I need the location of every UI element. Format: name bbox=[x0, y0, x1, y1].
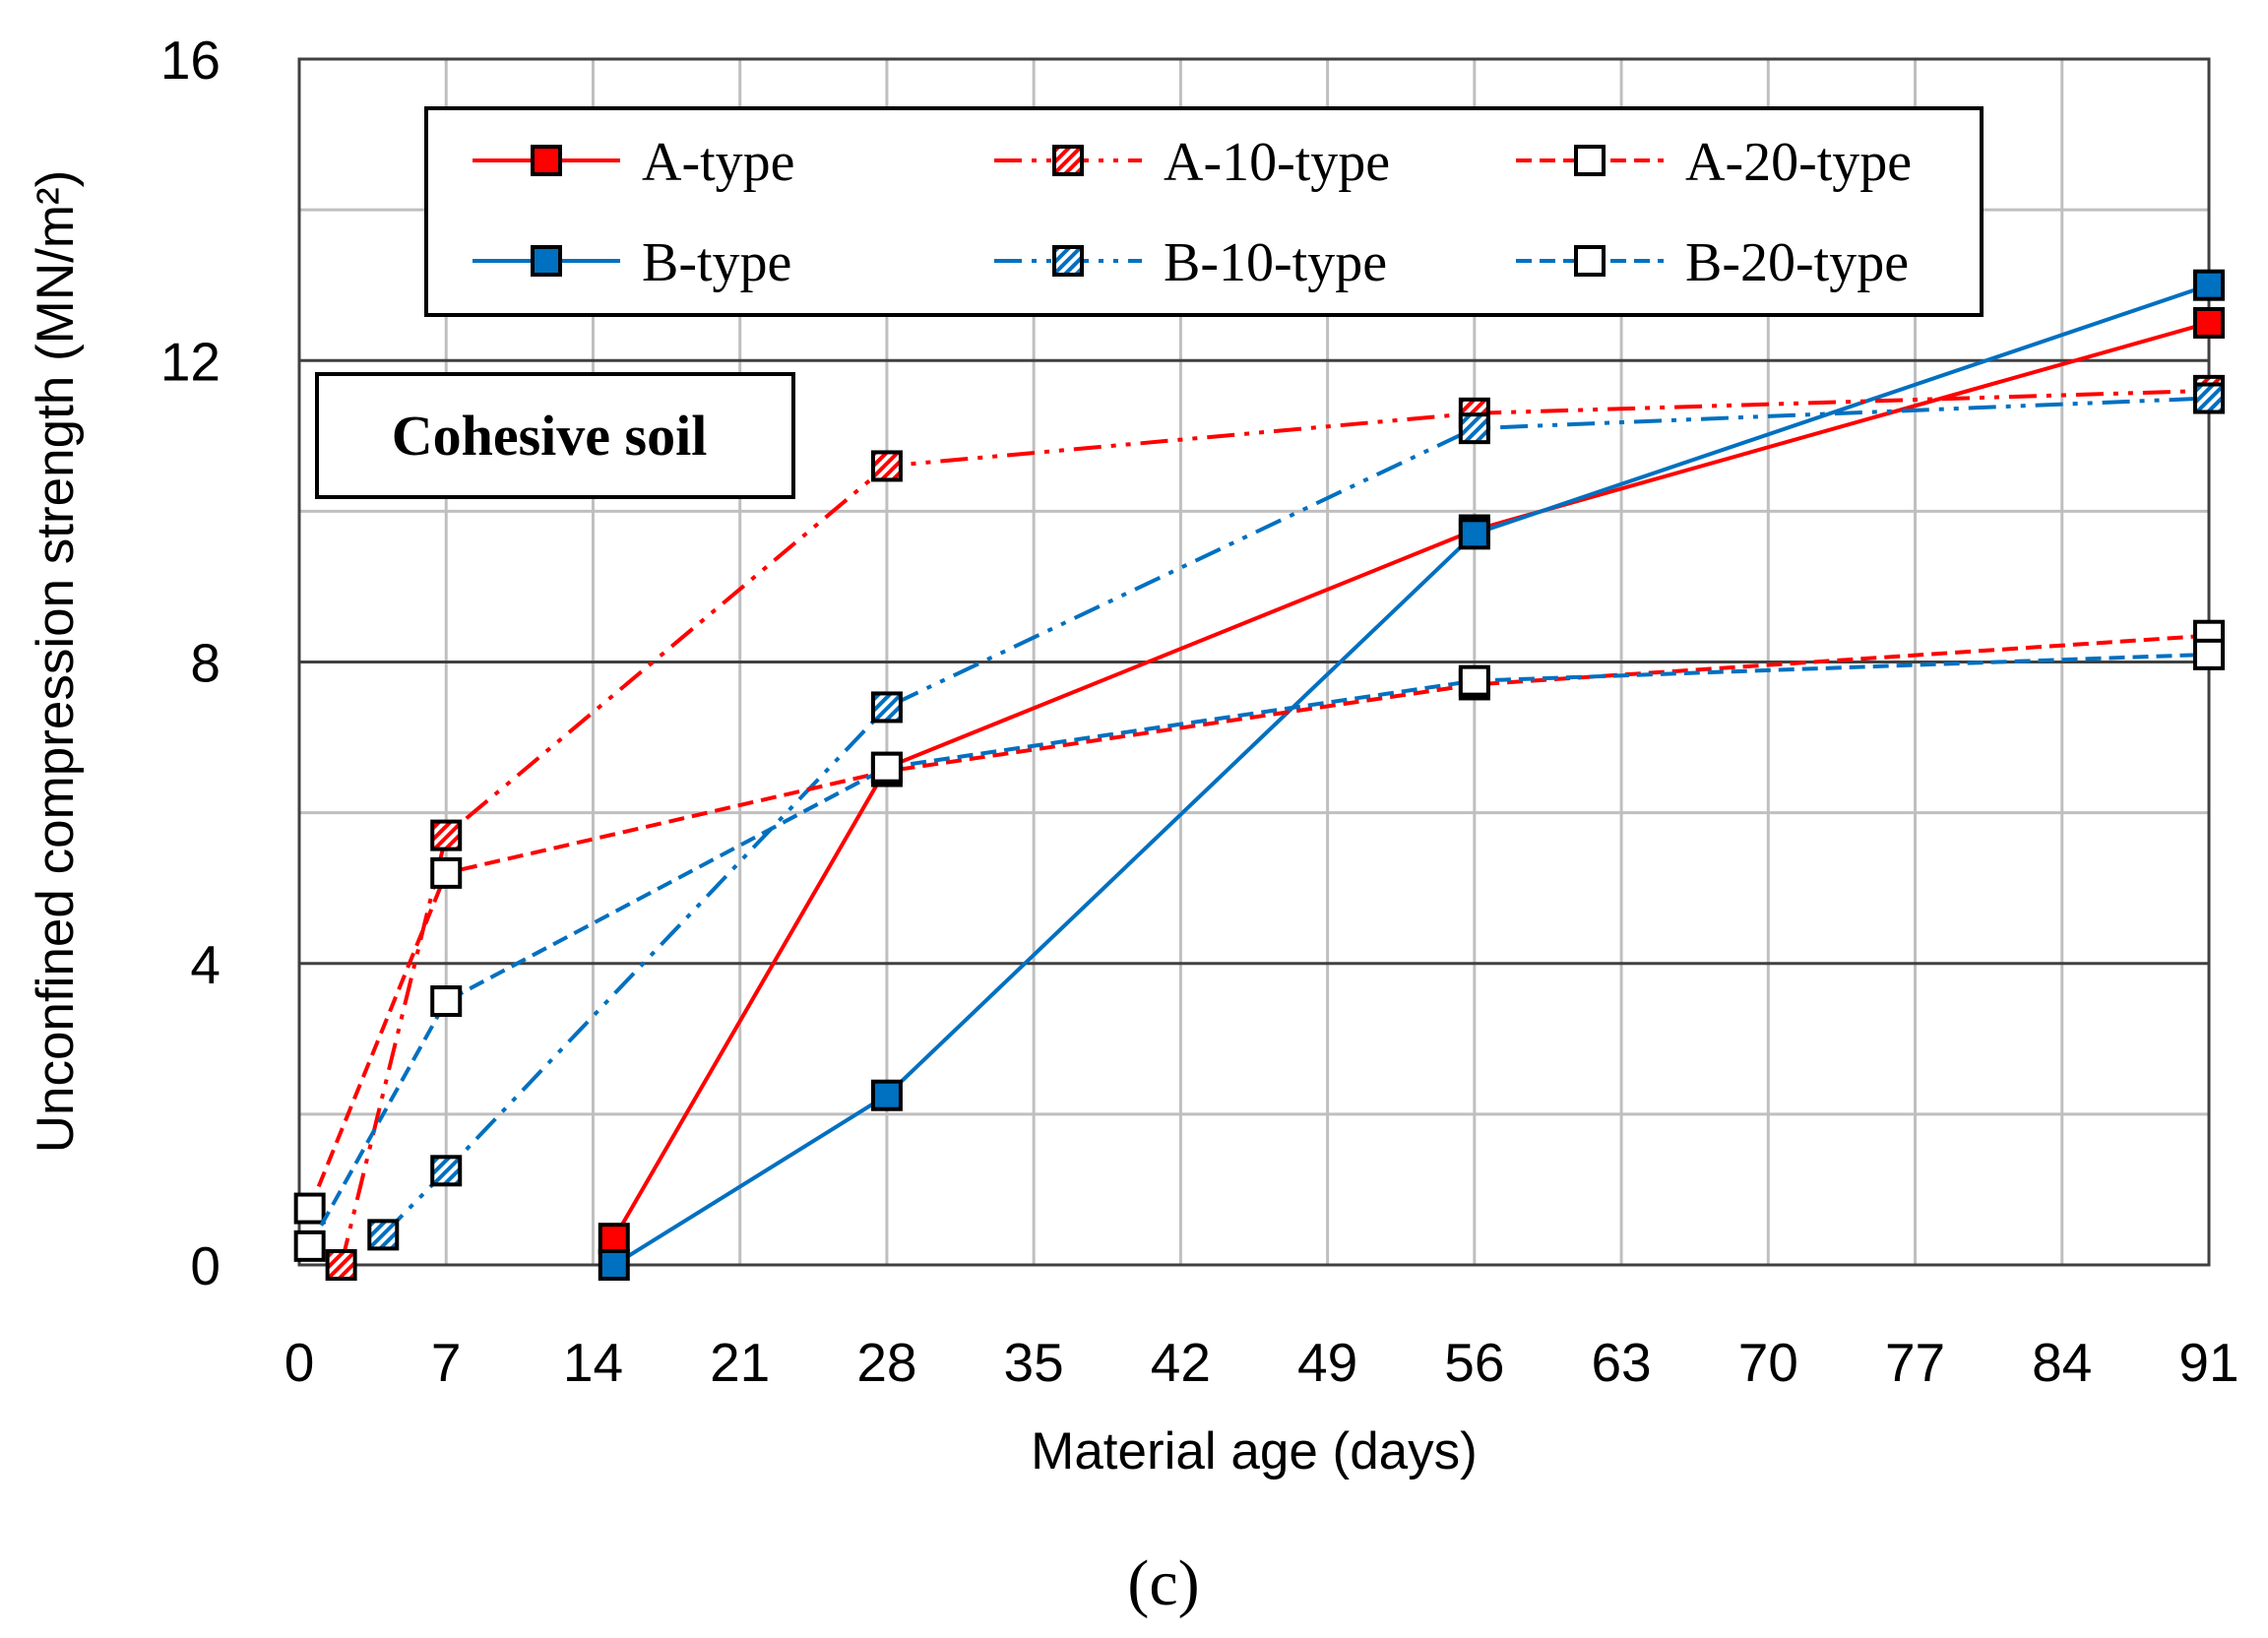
series-line bbox=[307, 633, 2210, 1210]
y-tick-label: 12 bbox=[160, 331, 220, 392]
x-tick-label: 21 bbox=[710, 1332, 770, 1393]
x-tick-label: 49 bbox=[1297, 1332, 1357, 1393]
x-tick-label: 70 bbox=[1738, 1332, 1798, 1393]
legend-item: B-10-type bbox=[994, 232, 1387, 293]
data-point bbox=[1458, 664, 1490, 697]
x-axis-title: Material age (days) bbox=[1031, 1422, 1478, 1480]
legend-item: A-type bbox=[472, 132, 795, 193]
x-tick-label: 91 bbox=[2178, 1332, 2238, 1393]
series-line bbox=[612, 283, 2210, 1267]
data-point bbox=[430, 1155, 463, 1187]
x-tick-label: 84 bbox=[2032, 1332, 2092, 1393]
data-point bbox=[430, 985, 463, 1018]
data-point bbox=[325, 1249, 357, 1281]
legend-item: A-20-type bbox=[1516, 132, 1912, 193]
data-point bbox=[2193, 638, 2225, 670]
x-tick-label: 56 bbox=[1444, 1332, 1504, 1393]
data-point bbox=[1458, 518, 1490, 550]
legend-marker bbox=[531, 145, 562, 176]
data-point bbox=[430, 856, 463, 889]
y-axis-title: Unconfined compression strength (MN/m²) bbox=[27, 170, 85, 1154]
data-point bbox=[367, 1219, 400, 1251]
data-point bbox=[870, 1079, 903, 1111]
data-point bbox=[598, 1223, 630, 1255]
legend-label: B-type bbox=[642, 232, 791, 293]
annotation-frame bbox=[315, 372, 795, 499]
data-point bbox=[430, 819, 463, 851]
x-tick-label: 63 bbox=[1591, 1332, 1651, 1393]
x-tick-label: 14 bbox=[563, 1332, 623, 1393]
legend-item: B-type bbox=[472, 232, 791, 293]
x-tick-label: 35 bbox=[1004, 1332, 1064, 1393]
data-point bbox=[2193, 382, 2225, 414]
x-tick-label: 77 bbox=[1885, 1332, 1945, 1393]
legend-frame bbox=[424, 106, 1984, 317]
series-B-10-type bbox=[367, 382, 2225, 1251]
panel-label: (c) bbox=[1127, 1547, 1199, 1619]
series-B-type bbox=[598, 269, 2225, 1281]
series-line bbox=[307, 652, 2210, 1247]
data-point bbox=[293, 1229, 326, 1262]
y-tick-label: 0 bbox=[190, 1235, 220, 1296]
legend-marker bbox=[1574, 245, 1606, 277]
data-point bbox=[2193, 306, 2225, 339]
series-A-20-type bbox=[293, 619, 2225, 1225]
y-tick-label: 8 bbox=[190, 633, 220, 694]
x-tick-label: 28 bbox=[856, 1332, 916, 1393]
legend-label: A-10-type bbox=[1164, 132, 1390, 193]
legend-item: A-10-type bbox=[994, 132, 1390, 193]
data-point bbox=[598, 1249, 630, 1281]
series-line bbox=[381, 396, 2210, 1236]
data-point bbox=[2193, 269, 2225, 301]
data-point bbox=[870, 450, 903, 482]
axis-ticks: 0 7 14 21 28 35 42 49 56 63 70 77 84 91 0 4 8 12 16 bbox=[160, 30, 2239, 1393]
legend: A-type A-10-type A-20-type B-type B-10-type B… bbox=[424, 106, 1984, 317]
legend-label: A-type bbox=[642, 132, 795, 193]
legend-marker bbox=[1052, 245, 1084, 277]
series bbox=[293, 269, 2225, 1281]
x-tick-label: 0 bbox=[284, 1332, 315, 1393]
legend-label: B-10-type bbox=[1164, 232, 1387, 293]
series-B-20-type bbox=[293, 638, 2225, 1262]
legend-marker bbox=[531, 245, 562, 277]
legend-marker bbox=[1574, 145, 1606, 176]
x-tick-label: 7 bbox=[431, 1332, 462, 1393]
data-point bbox=[870, 751, 903, 784]
y-tick-label: 16 bbox=[160, 30, 220, 91]
data-point bbox=[1458, 412, 1490, 445]
series-line bbox=[612, 321, 2210, 1240]
x-tick-label: 42 bbox=[1151, 1332, 1211, 1393]
data-point bbox=[293, 1192, 326, 1225]
y-tick-label: 4 bbox=[190, 934, 220, 995]
legend-label: A-20-type bbox=[1685, 132, 1912, 193]
legend-label: B-20-type bbox=[1685, 232, 1909, 293]
annotation-text: Cohesive soil bbox=[392, 404, 708, 468]
annotation-box: Cohesive soil bbox=[315, 372, 795, 499]
legend-marker bbox=[1052, 145, 1084, 176]
legend-item: B-20-type bbox=[1516, 232, 1909, 293]
data-point bbox=[870, 691, 903, 724]
